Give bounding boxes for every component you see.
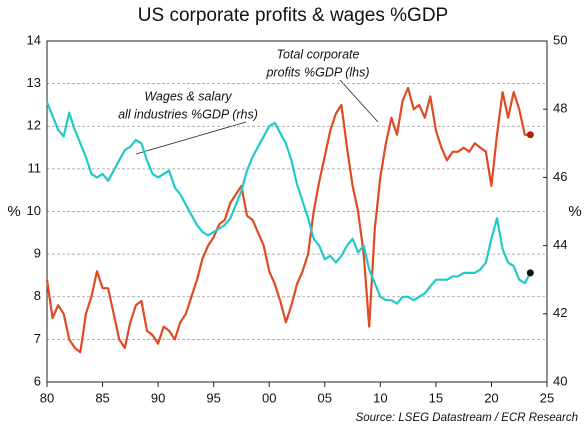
- x-tick-label: 95: [206, 390, 220, 405]
- x-tick-label: 25: [540, 390, 554, 405]
- x-tick-label: 05: [318, 390, 332, 405]
- y-tick-label: 12: [27, 118, 41, 133]
- y-tick-label: 10: [27, 203, 41, 218]
- series-line: [45, 86, 531, 354]
- series-annotation: profits %GDP (lhs): [265, 65, 369, 79]
- source-note: Source: LSEG Datastream / ECR Research: [356, 412, 578, 424]
- series-annotation: Total corporate: [277, 47, 360, 61]
- y2-tick-label: 50: [553, 32, 567, 47]
- y2-tick-label: 40: [553, 373, 567, 388]
- series-line: [45, 101, 532, 305]
- y-tick-label: 8: [34, 288, 41, 303]
- y-tick-label: 6: [34, 373, 41, 388]
- series-annotation: all industries %GDP (rhs): [118, 107, 258, 121]
- y2-tick-label: 44: [553, 237, 567, 252]
- x-tick-label: 15: [429, 390, 443, 405]
- y2-tick-label: 42: [553, 305, 567, 320]
- y-tick-label: 7: [34, 331, 41, 346]
- end-dot: [526, 131, 534, 139]
- x-tick-label: 10: [373, 390, 387, 405]
- end-dot: [526, 269, 534, 277]
- y-tick-label: 14: [27, 32, 41, 47]
- x-tick-label: 90: [151, 390, 165, 405]
- y-tick-label: 11: [28, 160, 42, 175]
- x-tick-label: 20: [484, 390, 498, 405]
- y2-tick-label: 46: [553, 169, 567, 184]
- x-tick-label: 80: [40, 390, 54, 405]
- y-tick-label: 13: [27, 75, 41, 90]
- annotation-leader: [339, 79, 379, 123]
- y2-axis-label: %: [568, 203, 581, 220]
- plot-frame: [46, 40, 548, 383]
- x-tick-label: 85: [95, 390, 109, 405]
- x-tick-label: 00: [262, 390, 276, 405]
- y-tick-label: 9: [34, 246, 41, 261]
- chart-title: US corporate profits & wages %GDP: [138, 5, 448, 26]
- annotation-leader: [135, 121, 247, 155]
- series-annotation: Wages & salary: [144, 89, 232, 103]
- y2-tick-label: 48: [553, 101, 567, 116]
- y-axis-label: %: [7, 203, 20, 220]
